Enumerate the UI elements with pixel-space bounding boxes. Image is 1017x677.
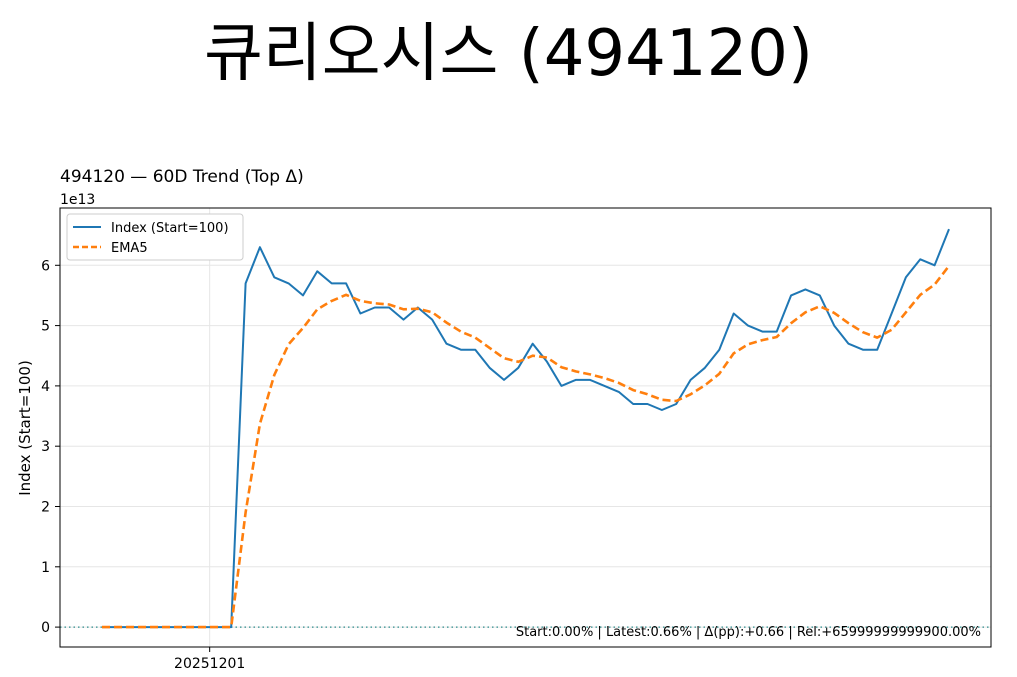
y-tick-label: 1 bbox=[41, 560, 50, 576]
grid bbox=[60, 208, 991, 647]
page-title: 큐리오시스 (494120) bbox=[204, 17, 813, 91]
series-line-index bbox=[102, 228, 950, 629]
y-tick-label: 3 bbox=[41, 439, 50, 455]
y-tick-label: 6 bbox=[41, 258, 50, 274]
chart-title: 494120 — 60D Trend (Top Δ) bbox=[60, 167, 304, 187]
y-tick-label: 4 bbox=[41, 379, 50, 395]
x-tick-label: 20251201 bbox=[174, 656, 245, 672]
series-lines bbox=[102, 228, 951, 629]
y-axis: 0 1 2 3 4 5 6 bbox=[41, 258, 60, 636]
legend-label-index: Index (Start=100) bbox=[111, 221, 229, 236]
y-axis-label: Index (Start=100) bbox=[16, 360, 34, 496]
plot-frame bbox=[59, 207, 992, 648]
y-tick-label: 5 bbox=[41, 319, 50, 335]
y-tick-label: 0 bbox=[41, 620, 50, 636]
legend-label-ema5: EMA5 bbox=[111, 241, 148, 256]
y-tick-label: 2 bbox=[41, 499, 50, 515]
legend: Index (Start=100) EMA5 bbox=[66, 213, 244, 261]
legend-box bbox=[66, 213, 244, 261]
x-axis: 20251201 bbox=[174, 647, 245, 672]
y-axis-multiplier: 1e13 bbox=[60, 192, 95, 208]
summary-annotation: Start:0.00% | Latest:0.66% | Δ(pp):+0.66… bbox=[516, 625, 981, 640]
